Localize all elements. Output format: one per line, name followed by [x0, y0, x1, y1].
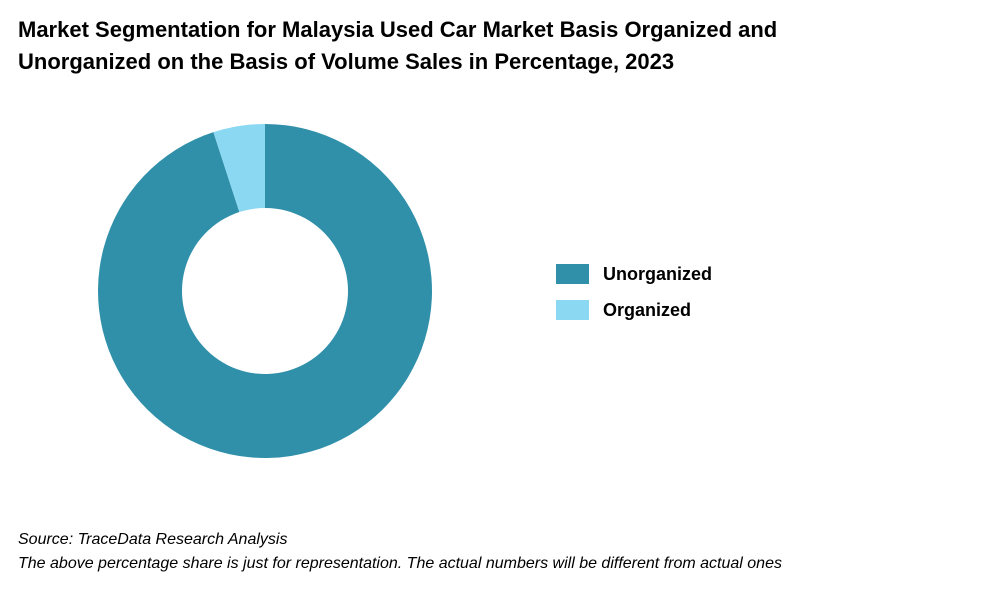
- chart-footer: Source: TraceData Research Analysis The …: [18, 528, 782, 576]
- legend-item-organized: Organized: [556, 298, 712, 322]
- disclaimer-note: The above percentage share is just for r…: [18, 555, 782, 572]
- legend-item-unorganized: Unorganized: [556, 262, 712, 286]
- chart-title-line-1: Market Segmentation for Malaysia Used Ca…: [18, 17, 778, 42]
- chart-title-line-2: Unorganized on the Basis of Volume Sales…: [18, 49, 675, 74]
- chart-title: Market Segmentation for Malaysia Used Ca…: [18, 14, 918, 78]
- donut-slice-organized: [213, 124, 265, 213]
- legend-label-unorganized: Unorganized: [603, 263, 713, 284]
- legend-swatch-organized: [556, 300, 589, 320]
- chart-legend: Unorganized Organized: [556, 262, 712, 334]
- donut-slice-unorganized: [98, 124, 433, 458]
- legend-swatch-unorganized: [556, 264, 589, 284]
- source-note: Source: TraceData Research Analysis: [18, 531, 288, 548]
- legend-label-organized: Organized: [603, 299, 692, 320]
- donut-slices: [98, 124, 433, 458]
